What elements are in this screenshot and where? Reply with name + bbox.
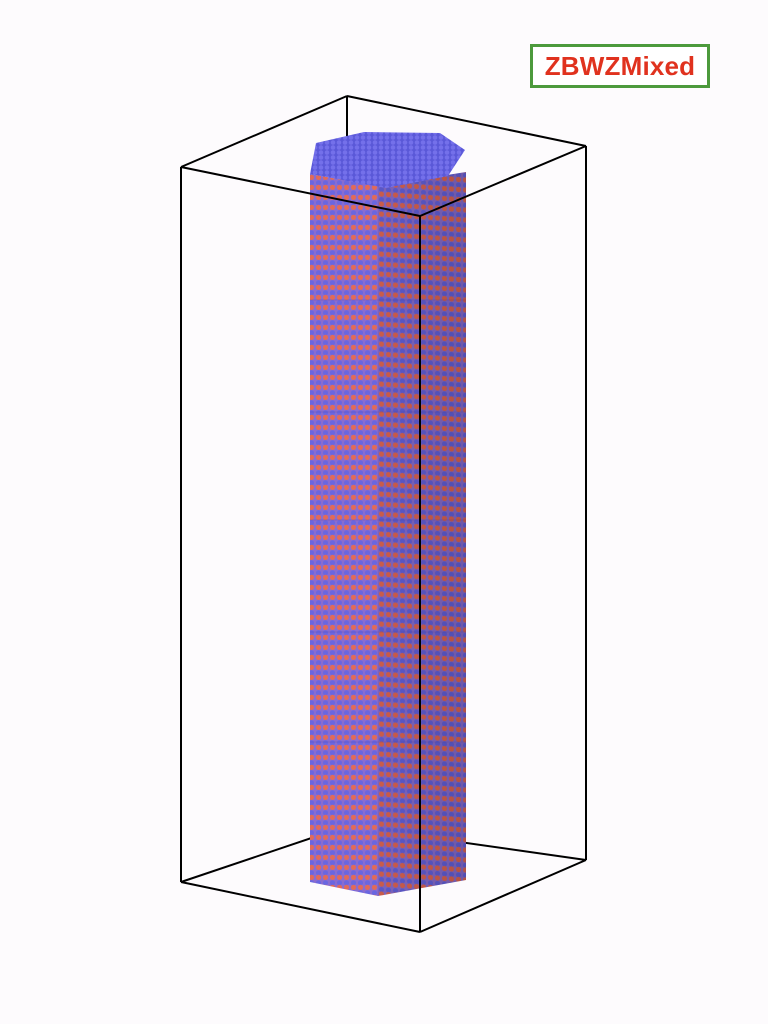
nanowire-top-face [310, 132, 465, 188]
structure-label-box: ZBWZMixed [530, 44, 710, 88]
nanowire-left-face [310, 174, 378, 896]
structure-label: ZBWZMixed [544, 50, 696, 81]
simulation-box-icon [180, 145, 587, 933]
hexagonal-nanowire-icon [310, 132, 466, 896]
